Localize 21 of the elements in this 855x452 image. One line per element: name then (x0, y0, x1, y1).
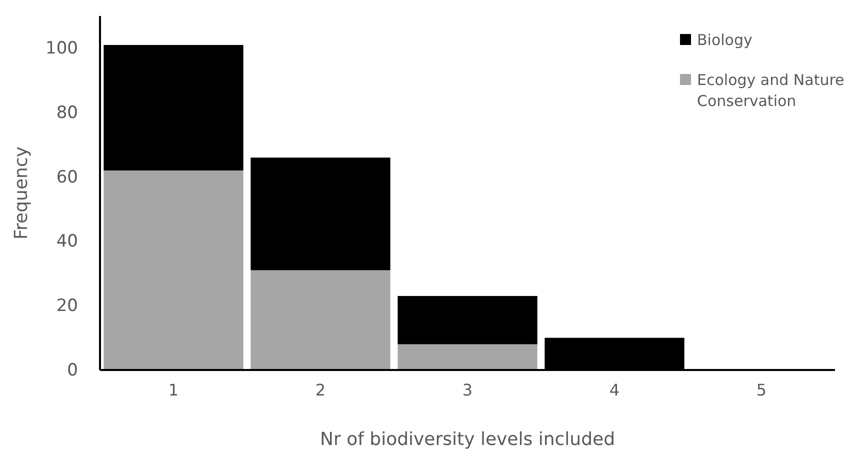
bar (250, 270, 390, 370)
y-tick-label: 0 (67, 360, 78, 380)
y-tick-label: 60 (56, 167, 78, 188)
bar (250, 158, 390, 270)
bar (398, 296, 538, 344)
y-tick-label: 80 (56, 102, 78, 123)
x-tick-label: 3 (462, 380, 473, 400)
y-tick-label: 40 (56, 232, 78, 252)
bar (104, 170, 244, 370)
legend-label: Ecology and Nature Conservation (697, 71, 844, 110)
y-tick-label: 100 (46, 38, 78, 59)
legend-label: Biology (697, 31, 752, 49)
x-tick-label: 2 (315, 380, 326, 400)
x-tick-label: 5 (756, 380, 767, 400)
x-tick-label: 4 (609, 380, 620, 400)
y-tick-label: 20 (56, 296, 78, 316)
bar (398, 344, 538, 370)
x-axis-title: Nr of biodiversity levels included (320, 429, 616, 450)
x-tick-label: 1 (168, 380, 179, 400)
bar (104, 44, 244, 170)
y-axis-title: Frequency (11, 146, 32, 240)
